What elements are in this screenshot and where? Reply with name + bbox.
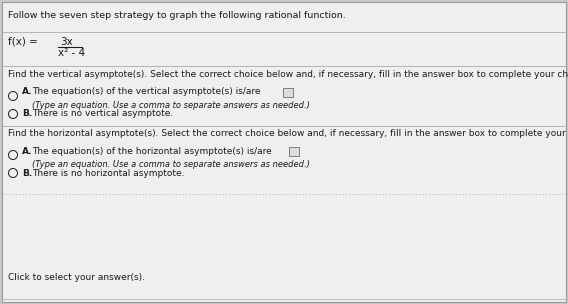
FancyBboxPatch shape: [283, 88, 293, 97]
FancyBboxPatch shape: [2, 2, 566, 302]
Text: Follow the seven step strategy to graph the following rational function.: Follow the seven step strategy to graph …: [8, 11, 346, 20]
Text: There is no vertical asymptote.: There is no vertical asymptote.: [32, 109, 173, 119]
Text: B.: B.: [22, 168, 32, 178]
Text: 3x: 3x: [60, 37, 73, 47]
Text: (Type an equation. Use a comma to separate answers as needed.): (Type an equation. Use a comma to separa…: [32, 101, 310, 110]
FancyBboxPatch shape: [289, 147, 299, 156]
Text: The equation(s) of the vertical asymptote(s) is/are: The equation(s) of the vertical asymptot…: [32, 88, 261, 96]
Text: x² - 4: x² - 4: [58, 48, 85, 58]
Text: Find the vertical asymptote(s). Select the correct choice below and, if necessar: Find the vertical asymptote(s). Select t…: [8, 70, 568, 79]
Text: f(x) =: f(x) =: [8, 36, 38, 46]
Text: A.: A.: [22, 88, 32, 96]
Text: (Type an equation. Use a comma to separate answers as needed.): (Type an equation. Use a comma to separa…: [32, 160, 310, 169]
Text: The equation(s) of the horizontal asymptote(s) is/are: The equation(s) of the horizontal asympt…: [32, 147, 272, 156]
Text: B.: B.: [22, 109, 32, 119]
Text: A.: A.: [22, 147, 32, 156]
Text: Find the horizontal asymptote(s). Select the correct choice below and, if necess: Find the horizontal asymptote(s). Select…: [8, 129, 568, 138]
Text: There is no horizontal asymptote.: There is no horizontal asymptote.: [32, 168, 185, 178]
Text: Click to select your answer(s).: Click to select your answer(s).: [8, 273, 145, 282]
